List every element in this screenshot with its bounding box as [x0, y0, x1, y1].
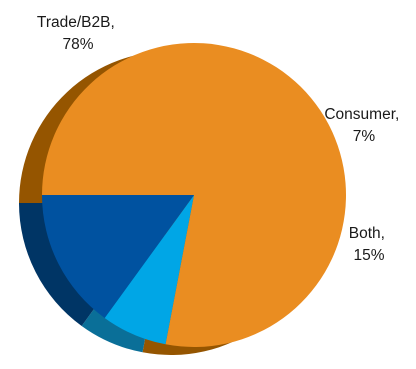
slice-label-consumer-value: 7%	[353, 128, 376, 145]
pie-slices	[42, 43, 347, 348]
slice-label-both-comma: ,	[381, 225, 385, 242]
slice-label-trade-b2b-comma: ,	[110, 14, 114, 31]
slice-label-both-name: Both	[349, 225, 381, 242]
slice-label-consumer: Consumer, 7%	[324, 106, 403, 145]
pie-slice-consumer	[104, 195, 194, 345]
slice-label-trade-b2b-value: 78%	[62, 36, 93, 53]
slice-label-consumer-name: Consumer	[324, 106, 395, 123]
slice-label-both-value: 15%	[353, 247, 384, 264]
pie-slice-both	[42, 195, 194, 318]
slice-label-both: Both, 15%	[349, 225, 390, 264]
pie-slice-trade-b2b	[42, 43, 347, 348]
slice-label-trade-b2b: Trade/B2B, 78%	[37, 14, 119, 53]
slice-label-trade-b2b-name: Trade/B2B	[37, 14, 111, 31]
slice-label-consumer-comma: ,	[395, 106, 399, 123]
pie-labels: Trade/B2B, 78% Consumer, 7% Both, 15%	[37, 14, 403, 264]
